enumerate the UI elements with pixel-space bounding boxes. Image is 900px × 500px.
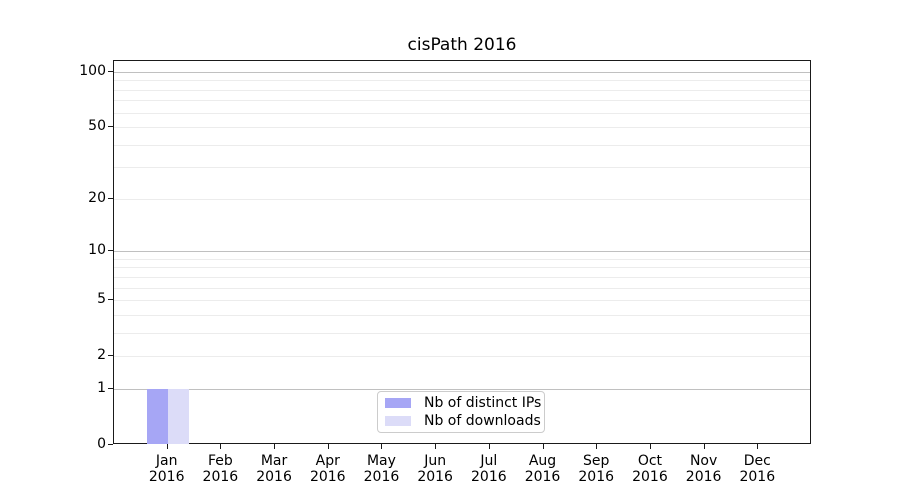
x-tick-label-oct: Oct 2016	[632, 453, 668, 485]
x-tick-mark	[381, 444, 383, 449]
legend-item-downloads: Nb of downloads	[385, 412, 541, 429]
x-tick-label-feb: Feb 2016	[202, 453, 239, 485]
y-tick-label: 50	[88, 118, 106, 135]
minor-gridline	[114, 80, 810, 82]
x-tick-mark	[488, 444, 490, 449]
x-tick-label-jun: Jun 2016	[417, 453, 453, 485]
x-tick-label-nov: Nov 2016	[685, 453, 722, 485]
y-tick-mark	[108, 387, 113, 389]
y-tick-label: 10	[88, 242, 106, 259]
bar-distinct-ips-jan	[146, 388, 168, 444]
minor-gridline	[114, 287, 810, 289]
minor-gridline	[114, 267, 810, 269]
y-tick-mark	[108, 71, 113, 72]
minor-gridline	[114, 144, 810, 146]
x-tick-label-dec: Dec 2016	[739, 453, 776, 485]
legend: Nb of distinct IPs Nb of downloads	[377, 391, 545, 433]
x-tick-mark	[757, 444, 759, 449]
major-gridline	[114, 388, 810, 390]
y-tick-label: 20	[88, 189, 106, 206]
minor-gridline	[114, 167, 810, 169]
legend-item-distinct-ips: Nb of distinct IPs	[385, 395, 542, 412]
x-tick-label-aug: Aug 2016	[524, 453, 561, 485]
legend-label-distinct-ips: Nb of distinct IPs	[424, 395, 542, 412]
x-tick-mark	[703, 444, 705, 449]
x-tick-mark	[649, 444, 651, 449]
x-tick-label-jul: Jul 2016	[471, 453, 507, 485]
legend-label-downloads: Nb of downloads	[424, 412, 541, 429]
y-tick-mark	[108, 126, 113, 128]
minor-gridline	[114, 127, 810, 129]
chart-title: cisPath 2016	[407, 35, 517, 55]
minor-gridline	[114, 198, 810, 200]
minor-gridline	[114, 89, 810, 91]
y-tick-label: 2	[97, 347, 106, 364]
major-gridline	[114, 251, 810, 253]
y-tick-mark	[108, 250, 113, 252]
y-tick-label: 0	[97, 436, 106, 452]
legend-swatch-distinct-ips	[385, 398, 411, 409]
major-gridline	[114, 72, 810, 73]
x-tick-mark	[596, 444, 598, 449]
minor-gridline	[114, 300, 810, 302]
minor-gridline	[114, 332, 810, 334]
x-tick-label-sep: Sep 2016	[578, 453, 615, 485]
x-tick-mark	[274, 444, 276, 449]
y-tick-mark	[108, 299, 113, 301]
minor-gridline	[114, 314, 810, 316]
x-tick-mark	[542, 444, 544, 449]
x-tick-label-apr: Apr 2016	[309, 453, 346, 485]
minor-gridline	[114, 100, 810, 102]
x-tick-mark	[435, 444, 437, 449]
x-tick-label-may: May 2016	[363, 453, 400, 485]
minor-gridline	[114, 356, 810, 358]
bar-downloads-jan	[167, 388, 189, 444]
minor-gridline	[114, 276, 810, 278]
y-tick-label: 100	[79, 63, 106, 79]
y-tick-label: 1	[97, 379, 106, 396]
x-tick-mark	[327, 444, 329, 449]
y-tick-mark	[108, 444, 113, 445]
y-tick-label: 5	[97, 291, 106, 308]
minor-gridline	[114, 112, 810, 114]
y-tick-mark	[108, 355, 113, 357]
minor-gridline	[114, 258, 810, 260]
x-tick-label-mar: Mar 2016	[256, 453, 292, 485]
legend-swatch-downloads	[385, 415, 411, 426]
plot-area	[113, 60, 811, 444]
y-tick-mark	[108, 197, 113, 199]
x-tick-label-jan: Jan 2016	[148, 453, 185, 485]
x-tick-mark	[166, 444, 168, 449]
x-tick-mark	[220, 444, 222, 449]
